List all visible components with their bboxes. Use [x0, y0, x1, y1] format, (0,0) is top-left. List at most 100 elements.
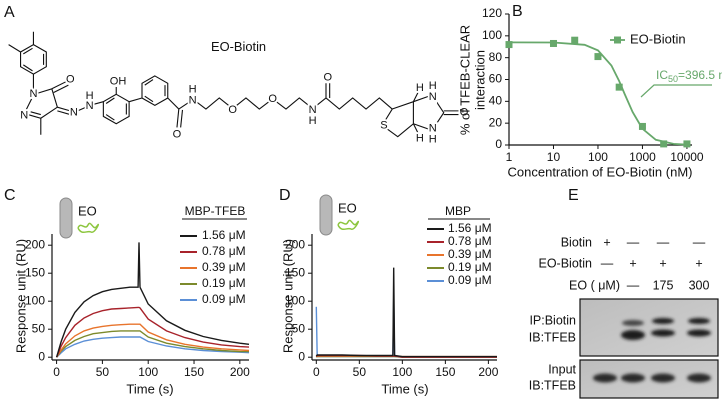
y-tick-label: 50 — [32, 321, 46, 335]
sensor-chip — [319, 194, 333, 236]
x-tick-label: 0 — [313, 365, 320, 379]
x-tick-label: 150 — [184, 365, 204, 379]
atom-label: O — [324, 72, 333, 84]
western-blot — [579, 298, 719, 399]
x-tick-label: 150 — [435, 365, 455, 379]
legend-label: 0.78 μM — [202, 244, 246, 258]
legend-label: 0.09 μM — [448, 273, 492, 287]
data-point — [660, 140, 668, 148]
legend-title: MBP — [445, 204, 471, 218]
x-tick-label: 200 — [230, 365, 250, 379]
atom-label: O — [460, 107, 469, 119]
treatment-mark: + — [629, 256, 636, 270]
legend-title: MBP-TFEB — [185, 204, 246, 218]
y-axis-label: Response unit (RU) — [280, 239, 295, 353]
y-tick-label: 150 — [25, 265, 45, 279]
bands — [621, 318, 711, 340]
legend-label: 0.19 μM — [448, 260, 492, 274]
y-tick-label: 120 — [482, 6, 502, 20]
bonds — [8, 31, 459, 138]
y-tick-label: 150 — [285, 265, 305, 279]
y-tick-label: 0 — [298, 349, 305, 363]
treatment-mark: — — [693, 235, 706, 249]
data-point — [571, 36, 579, 44]
panel-label: C — [4, 187, 16, 204]
x-tick-label: 100 — [588, 150, 608, 164]
atom-label: N — [429, 122, 437, 134]
treatment-mark: + — [659, 256, 666, 270]
sensorgram-line — [56, 323, 250, 358]
compound-name: EO-Biotin — [211, 39, 266, 54]
sensorgram-line — [56, 330, 249, 358]
x-tick-label: 0 — [53, 365, 60, 379]
y-tick-label: 20 — [489, 115, 503, 129]
atom-label: OH — [110, 75, 127, 87]
atom-label: O — [173, 129, 182, 141]
x-tick-label: 1 — [506, 150, 513, 164]
treatment-mark: + — [695, 256, 702, 270]
atom-label: H — [189, 84, 197, 96]
panel-label: E — [568, 187, 579, 204]
sensorgram-line — [56, 336, 250, 358]
atom-label: H — [309, 115, 317, 127]
y-tick-label: 0 — [495, 137, 502, 151]
atom-label: N — [429, 91, 437, 103]
atom-label: N — [309, 104, 317, 116]
panel-label: A — [4, 4, 15, 21]
y-tick-label: 80 — [489, 50, 503, 64]
treatment-mark: — — [627, 235, 640, 249]
y-tick-label: 100 — [482, 28, 502, 42]
y-tick-label: 200 — [25, 237, 45, 251]
x-tick-label: 200 — [478, 365, 498, 379]
treatment-mark: 300 — [689, 278, 710, 292]
data-point — [505, 41, 513, 49]
y-axis-label: Response unit (RU) — [13, 239, 28, 353]
treatment-mark: 175 — [653, 278, 674, 292]
atom-label: O — [66, 74, 75, 86]
legend-label: 0.78 μM — [448, 234, 492, 248]
blot-label: IB:TFEB — [529, 330, 576, 344]
treatment-mark: — — [601, 256, 614, 270]
y-tick-label: 0 — [38, 349, 45, 363]
y-tick-label: 200 — [285, 237, 305, 251]
data-point — [594, 53, 602, 61]
sensor-chip — [59, 197, 73, 239]
annotation: IC50=396.5 nM — [656, 68, 722, 84]
y-tick-label: 60 — [489, 72, 503, 86]
x-tick-label: 50 — [353, 365, 367, 379]
sensorgram-line — [315, 267, 497, 358]
sensorgram-line — [55, 306, 250, 358]
panel-label: B — [512, 3, 523, 20]
atom-label: O — [228, 104, 237, 116]
atom-label: N — [70, 107, 78, 119]
atom-label: N — [20, 109, 28, 121]
data-point — [549, 39, 557, 47]
y-axis-label: % of TFEB-CLEAR — [457, 25, 472, 135]
atom-label: H — [416, 132, 424, 144]
blot-label: IB:TFEB — [529, 378, 576, 392]
atom-label: N — [29, 88, 37, 100]
legend-label: 0.39 μM — [448, 247, 492, 261]
x-tick-label: 10 — [547, 150, 561, 164]
treatment-mark: — — [627, 278, 640, 292]
blot-label: IP:Biotin — [529, 313, 576, 327]
atom-label: N — [86, 100, 94, 112]
row-label: EO ( μM) — [569, 278, 620, 292]
annotation-part: =396.5 nM — [678, 68, 722, 82]
annotation-sub: 50 — [668, 74, 678, 84]
protein-icon — [337, 219, 360, 231]
y-tick-label: 40 — [489, 94, 503, 108]
x-tick-label: 10000 — [670, 150, 704, 164]
atom-label: H — [416, 82, 424, 94]
legend-marker — [614, 36, 621, 44]
legend-label: 0.09 μM — [202, 292, 246, 306]
annotation-leader — [640, 84, 712, 98]
panel-label: D — [279, 187, 291, 204]
bands — [593, 373, 711, 383]
sensor-label: EO — [338, 200, 357, 215]
sensorgram-line — [55, 242, 250, 358]
atom-label: H — [429, 80, 437, 92]
atom-label: N — [189, 95, 197, 107]
